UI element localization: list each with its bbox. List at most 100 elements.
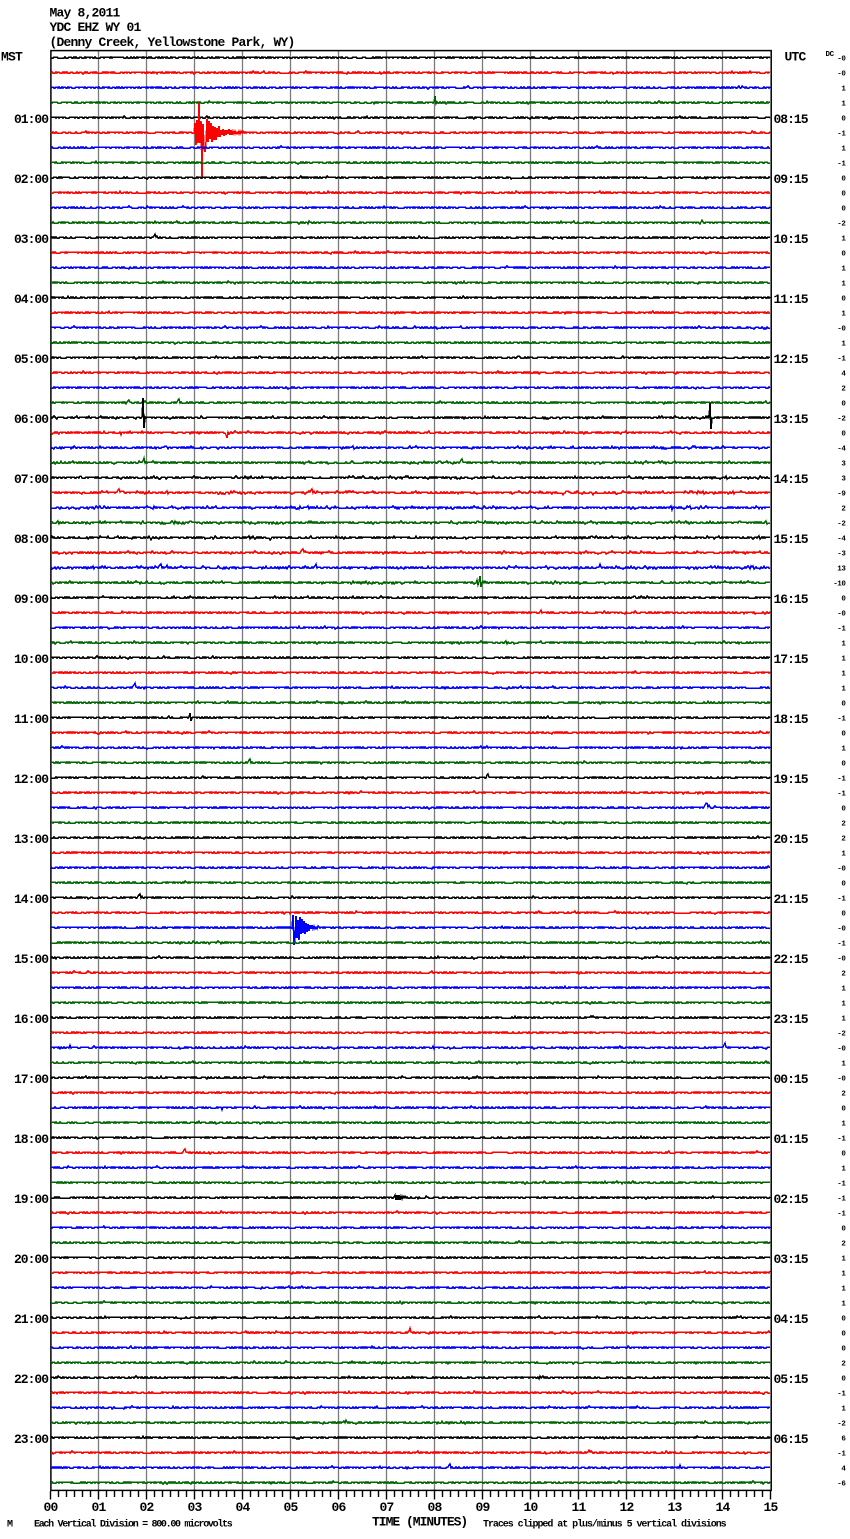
svg-text:0: 0 [841, 596, 846, 604]
svg-text:Each Vertical Division = 800.: Each Vertical Division = 800.00 microvol… [34, 1519, 233, 1531]
svg-text:-1: -1 [837, 161, 846, 169]
svg-text:1: 1 [841, 1166, 846, 1174]
svg-text:-1: -1 [837, 1196, 846, 1204]
svg-text:0: 0 [841, 1106, 846, 1114]
svg-text:06:00: 06:00 [14, 412, 49, 427]
svg-text:05:15: 05:15 [774, 1372, 809, 1387]
svg-text:-1: -1 [837, 356, 846, 364]
svg-text:02:00: 02:00 [14, 172, 49, 187]
svg-text:-0: -0 [837, 956, 846, 964]
svg-text:0: 0 [841, 806, 846, 814]
svg-text:12:15: 12:15 [774, 352, 809, 367]
svg-text:2: 2 [841, 836, 846, 844]
svg-text:YDC EHZ WY 01: YDC EHZ WY 01 [50, 20, 142, 35]
svg-text:0: 0 [841, 761, 846, 769]
svg-text:12:00: 12:00 [14, 772, 49, 787]
svg-text:2: 2 [841, 821, 846, 829]
svg-text:2: 2 [841, 971, 846, 979]
svg-text:14:00: 14:00 [14, 892, 49, 907]
svg-text:-2: -2 [837, 1421, 846, 1429]
svg-text:1: 1 [841, 671, 846, 679]
svg-text:-2: -2 [837, 1031, 846, 1039]
svg-text:1: 1 [841, 1271, 846, 1279]
svg-text:09:15: 09:15 [774, 172, 809, 187]
svg-text:00:15: 00:15 [774, 1072, 809, 1087]
svg-text:1: 1 [841, 686, 846, 694]
svg-text:21:15: 21:15 [774, 892, 809, 907]
svg-text:-1: -1 [837, 1391, 846, 1399]
svg-text:16:15: 16:15 [774, 592, 809, 607]
svg-text:1: 1 [841, 266, 846, 274]
svg-text:0: 0 [841, 206, 846, 214]
svg-text:02:15: 02:15 [774, 1192, 809, 1207]
svg-text:0: 0 [841, 401, 846, 409]
svg-text:-1: -1 [837, 776, 846, 784]
svg-text:13: 13 [837, 566, 846, 574]
svg-text:-0: -0 [837, 56, 846, 64]
svg-text:0: 0 [841, 1376, 846, 1384]
svg-text:2: 2 [841, 1241, 846, 1249]
svg-text:-0: -0 [837, 1046, 846, 1054]
svg-text:0: 0 [841, 116, 846, 124]
svg-text:1: 1 [841, 1286, 846, 1294]
svg-text:11:00: 11:00 [14, 712, 49, 727]
svg-text:13:00: 13:00 [14, 832, 49, 847]
svg-text:0: 0 [841, 1226, 846, 1234]
svg-text:15:00: 15:00 [14, 952, 49, 967]
svg-text:08:15: 08:15 [774, 112, 809, 127]
svg-text:2: 2 [841, 1361, 846, 1369]
svg-text:01: 01 [91, 1500, 106, 1515]
svg-text:23:00: 23:00 [14, 1432, 49, 1447]
svg-text:14:15: 14:15 [774, 472, 809, 487]
svg-text:22:15: 22:15 [774, 952, 809, 967]
svg-text:03: 03 [187, 1500, 202, 1515]
svg-text:10:15: 10:15 [774, 232, 809, 247]
svg-text:4: 4 [841, 1466, 846, 1474]
svg-text:(Denny Creek, Yellowstone Park: (Denny Creek, Yellowstone Park, WY) [50, 35, 295, 50]
svg-text:0: 0 [841, 1331, 846, 1339]
svg-text:05:00: 05:00 [14, 352, 49, 367]
svg-text:-0: -0 [837, 71, 846, 79]
svg-text:13:15: 13:15 [774, 412, 809, 427]
svg-text:-10: -10 [833, 581, 846, 589]
svg-text:6: 6 [841, 1436, 846, 1444]
svg-text:1: 1 [841, 281, 846, 289]
svg-text:-0: -0 [837, 326, 846, 334]
svg-text:12: 12 [619, 1500, 634, 1515]
svg-text:0: 0 [841, 296, 846, 304]
svg-text:19:15: 19:15 [774, 772, 809, 787]
svg-text:11: 11 [571, 1500, 586, 1515]
svg-text:2: 2 [841, 1091, 846, 1099]
svg-text:21:00: 21:00 [14, 1312, 49, 1327]
svg-text:19:00: 19:00 [14, 1192, 49, 1207]
svg-text:04:00: 04:00 [14, 292, 49, 307]
svg-text:0: 0 [841, 176, 846, 184]
svg-text:-0: -0 [837, 866, 846, 874]
svg-text:01:15: 01:15 [774, 1132, 809, 1147]
svg-text:22:00: 22:00 [14, 1372, 49, 1387]
svg-text:06: 06 [331, 1500, 346, 1515]
svg-text:-1: -1 [837, 716, 846, 724]
svg-text:-1: -1 [837, 626, 846, 634]
svg-text:15:15: 15:15 [774, 532, 809, 547]
svg-text:-1: -1 [837, 896, 846, 904]
svg-text:-1: -1 [837, 941, 846, 949]
svg-text:1: 1 [841, 1016, 846, 1024]
svg-text:02: 02 [139, 1500, 154, 1515]
svg-text:1: 1 [841, 1001, 846, 1009]
svg-text:-0: -0 [837, 611, 846, 619]
svg-text:-9: -9 [837, 491, 846, 499]
svg-text:0: 0 [841, 431, 846, 439]
svg-text:16:00: 16:00 [14, 1012, 49, 1027]
svg-text:1: 1 [841, 986, 846, 994]
svg-text:00: 00 [43, 1500, 58, 1515]
svg-text:1: 1 [841, 1061, 846, 1069]
svg-text:1: 1 [841, 656, 846, 664]
svg-text:May 8,2011: May 8,2011 [50, 6, 121, 21]
svg-text:1: 1 [841, 86, 846, 94]
svg-text:M: M [7, 1520, 13, 1531]
svg-text:17:00: 17:00 [14, 1072, 49, 1087]
svg-text:0: 0 [841, 701, 846, 709]
svg-text:1: 1 [841, 146, 846, 154]
svg-text:1: 1 [841, 311, 846, 319]
